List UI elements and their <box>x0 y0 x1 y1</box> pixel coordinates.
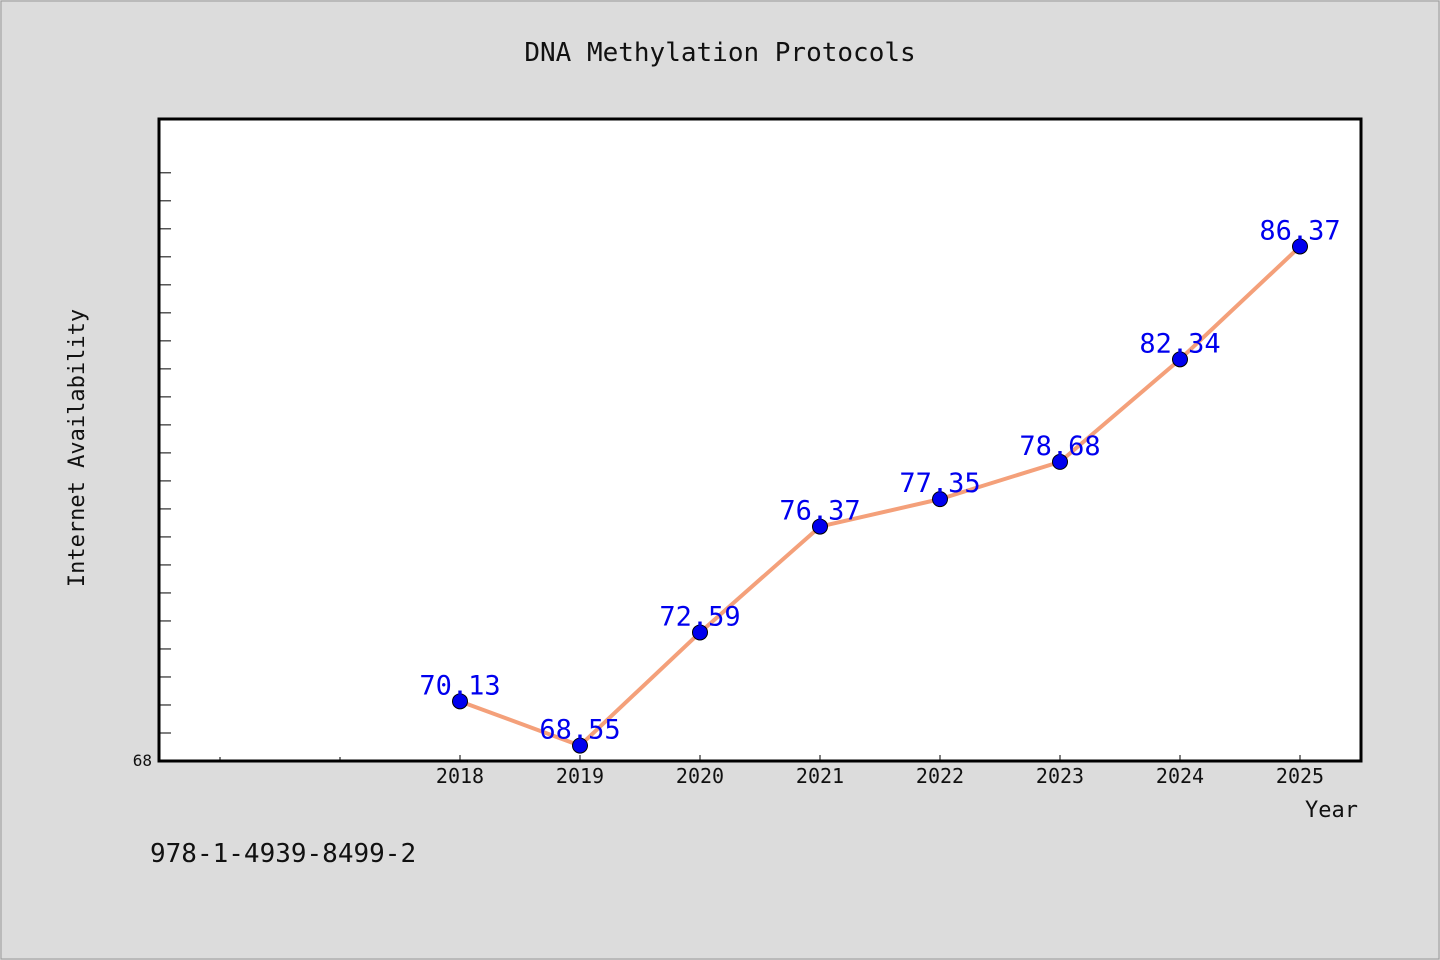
y-tick-label: 68 <box>133 751 152 770</box>
data-point <box>572 737 588 754</box>
y-axis-label: Internet Availability <box>65 309 90 587</box>
x-tick-label: 2021 <box>796 764 844 788</box>
data-point <box>1052 453 1068 470</box>
data-label: 86.37 <box>1259 215 1340 246</box>
x-tick-label: 2024 <box>1156 764 1204 788</box>
data-label: 72.59 <box>659 601 740 632</box>
data-label: 77.35 <box>899 468 980 499</box>
data-label: 82.34 <box>1139 328 1220 359</box>
data-label: 70.13 <box>419 670 500 701</box>
isbn-text: 978-1-4939-8499-2 <box>150 839 416 869</box>
data-label: 68.55 <box>539 715 620 746</box>
x-tick-label: 2022 <box>916 764 964 788</box>
x-tick-label: 2020 <box>676 764 724 788</box>
x-axis-minor-ticks <box>219 757 341 761</box>
y-axis-ticks <box>159 172 171 734</box>
data-point <box>1172 351 1188 368</box>
plot-area <box>157 117 1363 763</box>
series-line <box>458 244 1302 748</box>
data-label: 76.37 <box>779 496 860 527</box>
data-point <box>692 624 708 641</box>
x-tick-label: 2023 <box>1036 764 1084 788</box>
x-tick-label: 2018 <box>436 764 484 788</box>
x-axis-label: Year <box>1305 798 1358 823</box>
data-labels: 70.13 68.55 72.59 76.37 77.35 78.68 82.34 86.37 <box>419 215 1340 745</box>
data-point <box>812 518 828 535</box>
series-line-group <box>458 244 1302 748</box>
data-point <box>932 491 948 508</box>
x-axis-tick-labels: 2018 2019 2020 2021 2022 2023 2024 2025 <box>436 755 1324 788</box>
x-tick-label: 2019 <box>556 764 604 788</box>
data-label: 78.68 <box>1019 431 1100 462</box>
data-points <box>452 238 1308 754</box>
chart-title: DNA Methylation Protocols <box>524 38 915 68</box>
x-tick-label: 2025 <box>1276 764 1324 788</box>
data-point <box>452 693 468 710</box>
data-point <box>1292 238 1308 255</box>
